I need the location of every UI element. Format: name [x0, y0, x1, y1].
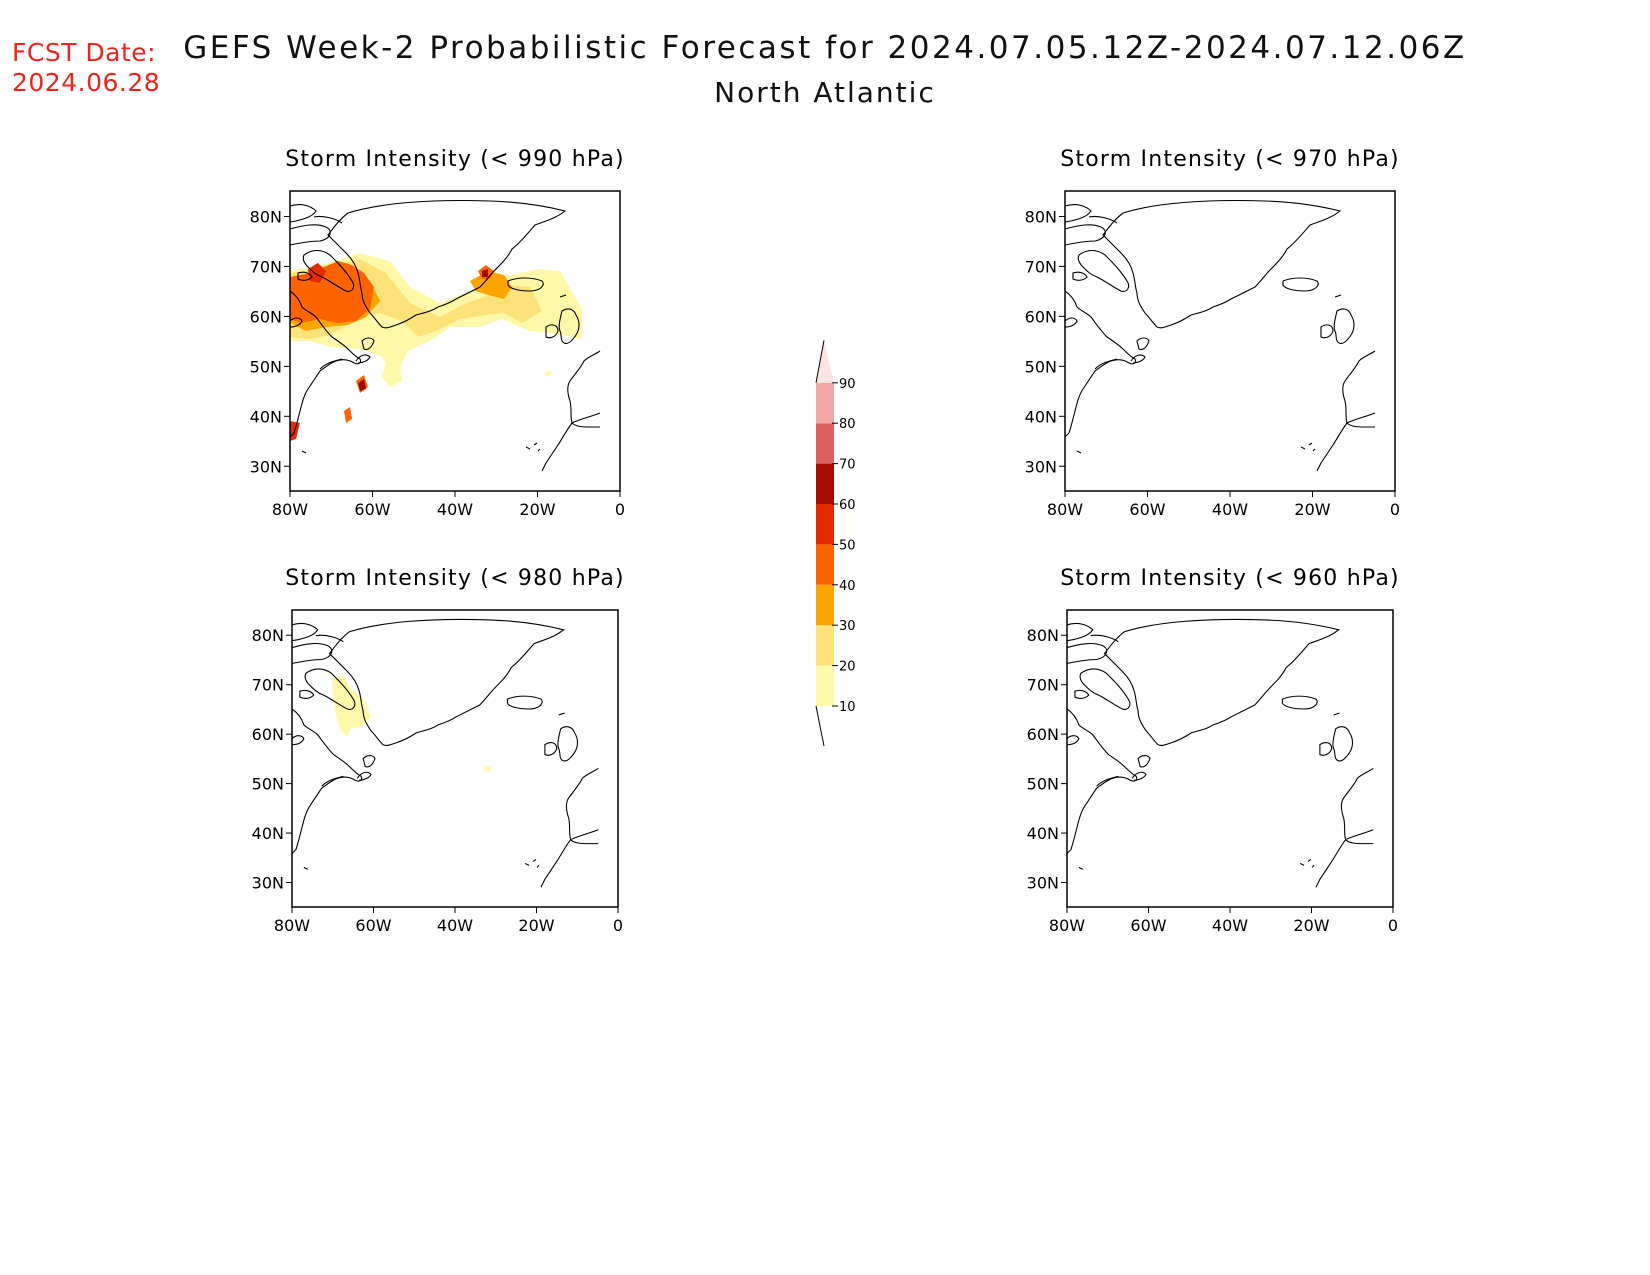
panel-title: Storm Intensity (< 990 hPa): [285, 147, 625, 172]
colorbar-swatch: [816, 423, 834, 464]
probability-area: [482, 269, 488, 277]
panel-title: Storm Intensity (< 960 hPa): [1060, 566, 1400, 591]
lon-tick-label: 40W: [437, 916, 473, 935]
lon-tick-label: 40W: [1212, 916, 1248, 935]
lat-tick-label: 30N: [1025, 457, 1057, 476]
lon-tick-label: 0: [1388, 916, 1398, 935]
lon-tick-label: 20W: [519, 500, 555, 519]
map-panel-p970: Storm Intensity (< 970 hPa) 80N 70N 60N 50N 4…: [1025, 147, 1400, 519]
lat-tick-label: 40N: [1025, 407, 1057, 426]
colorbar-label: 50: [839, 538, 856, 553]
colorbar: 10 20 30 40 50 60 70 80 90: [815, 340, 856, 747]
colorbar-swatch: [816, 665, 834, 706]
lon-tick-label: 40W: [437, 500, 473, 519]
probability-area: [344, 407, 352, 423]
lat-tick-label: 60N: [252, 725, 284, 744]
lat-tick-label: 40N: [1027, 824, 1059, 843]
lat-tick-label: 30N: [252, 873, 284, 892]
colorbar-label: 30: [839, 619, 856, 634]
probability-area: [470, 271, 512, 299]
probability-area: [382, 361, 402, 387]
probability-area: [331, 675, 372, 737]
coastline: [1067, 618, 1374, 888]
lat-tick-label: 50N: [1025, 357, 1057, 376]
colorbar-swatch: [816, 463, 834, 504]
lon-tick-label: 40W: [1212, 500, 1248, 519]
colorbar-swatch: [816, 544, 834, 585]
colorbar-label: 10: [839, 700, 856, 715]
colorbar-label: 90: [839, 377, 856, 392]
lat-tick-label: 50N: [1027, 775, 1059, 794]
colorbar-label: 60: [839, 498, 856, 513]
lat-tick-label: 50N: [250, 357, 282, 376]
lat-tick-label: 50N: [252, 775, 284, 794]
fcst-date-value: 2024.06.28: [12, 68, 161, 97]
lon-tick-label: 80W: [272, 500, 308, 519]
region-subtitle: North Atlantic: [714, 76, 936, 109]
coastline: [1065, 199, 1376, 472]
lat-tick-label: 40N: [250, 407, 282, 426]
lat-tick-label: 70N: [1027, 676, 1059, 695]
lon-tick-label: 0: [615, 500, 625, 519]
coastline: [292, 618, 599, 888]
probability-area: [308, 263, 326, 283]
lon-tick-label: 80W: [1049, 916, 1085, 935]
lat-tick-label: 30N: [1027, 873, 1059, 892]
lon-tick-label: 80W: [1047, 500, 1083, 519]
page-title: GEFS Week-2 Probabilistic Forecast for 2…: [183, 30, 1467, 66]
probability-area: [358, 379, 366, 391]
lon-tick-label: 0: [1390, 500, 1400, 519]
map-panel-p990: Storm Intensity (< 990 hPa) 80N 70N 60N 50N 4…: [250, 147, 625, 519]
lon-tick-label: 80W: [274, 916, 310, 935]
lat-tick-label: 60N: [1025, 307, 1057, 326]
lat-tick-label: 70N: [1025, 257, 1057, 276]
lat-tick-label: 60N: [1027, 725, 1059, 744]
panel-title: Storm Intensity (< 970 hPa): [1060, 147, 1400, 172]
colorbar-label: 70: [839, 458, 856, 473]
probability-area: [544, 371, 552, 377]
colorbar-cap: [816, 340, 834, 383]
colorbar-label: 40: [839, 579, 856, 594]
probability-area: [483, 766, 492, 773]
colorbar-label: 80: [839, 417, 856, 432]
lat-tick-label: 60N: [250, 307, 282, 326]
colorbar-swatch: [816, 625, 834, 666]
lat-tick-label: 70N: [252, 676, 284, 695]
lon-tick-label: 60W: [355, 916, 391, 935]
fcst-date-heading: FCST Date:: [12, 38, 157, 67]
colorbar-swatch: [816, 504, 834, 545]
lon-tick-label: 20W: [518, 916, 554, 935]
forecast-date-label: FCST Date: 2024.06.28: [12, 38, 160, 98]
lat-tick-label: 80N: [1027, 626, 1059, 645]
lat-tick-label: 80N: [252, 626, 284, 645]
lon-tick-label: 60W: [354, 500, 390, 519]
lat-tick-label: 80N: [1025, 208, 1057, 227]
lat-tick-label: 40N: [252, 824, 284, 843]
colorbar-swatch: [816, 584, 834, 626]
lat-tick-label: 30N: [250, 457, 282, 476]
lat-tick-label: 80N: [250, 208, 282, 227]
panel-title: Storm Intensity (< 980 hPa): [285, 566, 625, 591]
lon-tick-label: 0: [613, 916, 623, 935]
lon-tick-label: 20W: [1293, 916, 1329, 935]
lon-tick-label: 20W: [1294, 500, 1330, 519]
lon-tick-label: 60W: [1129, 500, 1165, 519]
colorbar-swatch: [816, 382, 834, 424]
colorbar-label: 20: [839, 660, 856, 675]
map-panel-p960: Storm Intensity (< 960 hPa) 80N 70N 60N 50N 4…: [1027, 566, 1400, 935]
lat-tick-label: 70N: [250, 257, 282, 276]
lon-tick-label: 60W: [1130, 916, 1166, 935]
map-panel-p980: Storm Intensity (< 980 hPa) 80N 70N 60N 50N 4…: [252, 566, 625, 935]
